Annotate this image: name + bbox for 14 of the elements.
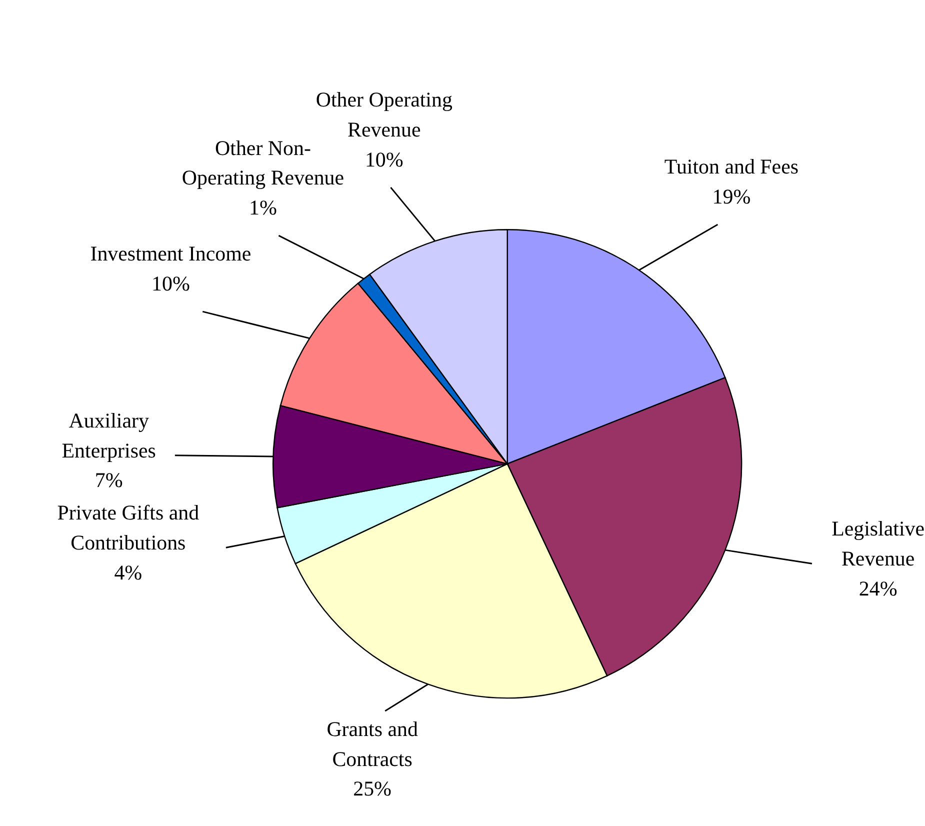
- data-label: 1%: [249, 196, 277, 220]
- slice-label: Grants and Contracts: [326, 716, 418, 771]
- slice-label: Investment Income: [90, 242, 252, 266]
- slice-label: Legislative Revenue: [832, 516, 925, 571]
- slice-label: Tuiton and Fees: [664, 154, 798, 179]
- data-label: 24%: [858, 576, 898, 601]
- data-label: 4%: [114, 560, 142, 585]
- data-label: 7%: [94, 468, 123, 492]
- data-label: 10%: [152, 272, 190, 296]
- data-label: 19%: [712, 184, 751, 209]
- data-label: 10%: [364, 147, 404, 172]
- data-label: 25%: [353, 776, 392, 801]
- slice-label: Auxiliary Enterprises: [62, 408, 156, 462]
- legend-label: Private Gifts and Contributions: [57, 500, 200, 555]
